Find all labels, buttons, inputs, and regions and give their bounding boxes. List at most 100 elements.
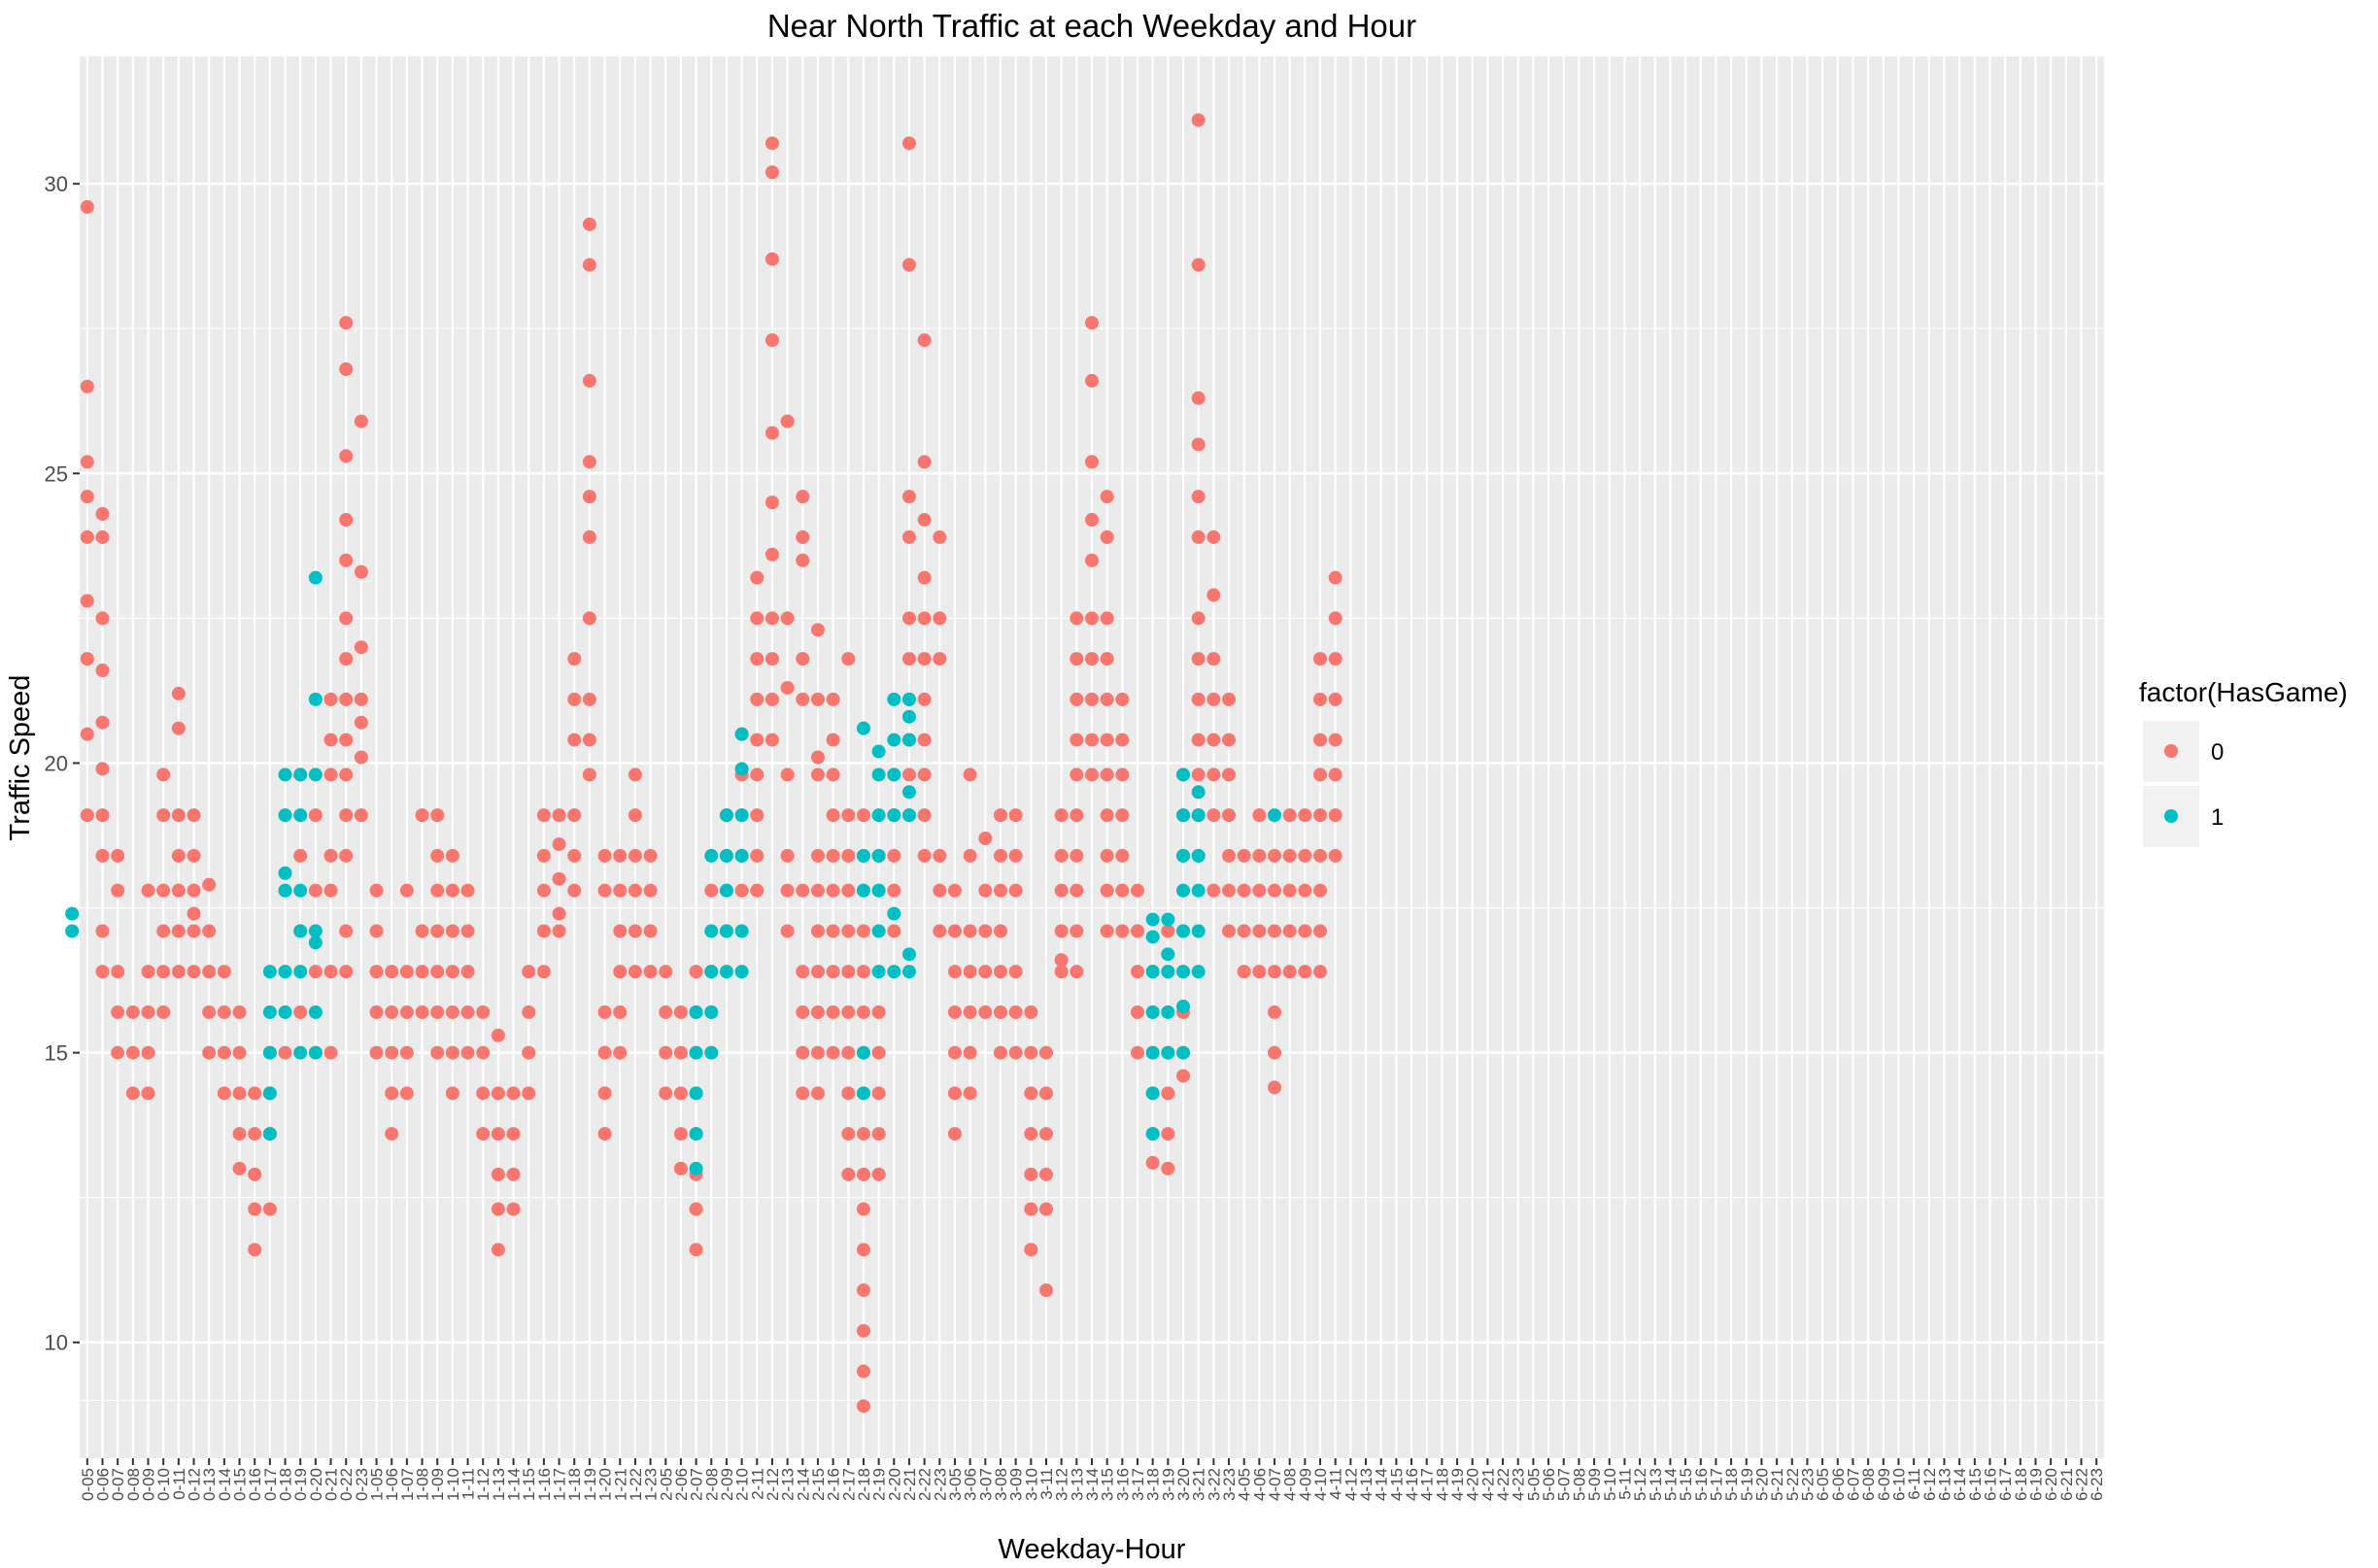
data-point-hasgame-1 — [293, 924, 308, 938]
data-point-hasgame-0 — [1191, 611, 1206, 626]
data-point-hasgame-0 — [1206, 529, 1221, 544]
data-point-hasgame-0 — [1298, 808, 1312, 823]
data-point-hasgame-0 — [1054, 848, 1069, 863]
data-point-hasgame-0 — [339, 513, 354, 528]
data-point-hasgame-0 — [1252, 883, 1267, 898]
data-point-hasgame-0 — [901, 529, 916, 544]
data-point-hasgame-0 — [1328, 848, 1342, 863]
data-point-hasgame-0 — [704, 883, 719, 898]
data-point-hasgame-1 — [1176, 883, 1191, 898]
data-point-hasgame-0 — [1008, 883, 1023, 898]
x-tick-label: 6-17 — [1996, 1468, 2015, 1501]
data-point-hasgame-0 — [780, 924, 795, 938]
data-point-hasgame-0 — [80, 727, 94, 741]
data-point-hasgame-0 — [476, 1045, 491, 1060]
data-point-hasgame-0 — [339, 965, 354, 979]
data-point-hasgame-0 — [536, 848, 551, 863]
data-point-hasgame-0 — [780, 883, 795, 898]
data-point-hasgame-0 — [1115, 767, 1130, 782]
data-point-hasgame-0 — [202, 1045, 217, 1060]
data-point-hasgame-1 — [856, 1045, 870, 1060]
data-point-hasgame-0 — [430, 883, 445, 898]
data-point-hasgame-0 — [917, 652, 932, 666]
data-point-hasgame-0 — [1085, 767, 1099, 782]
x-tick-label: 3-12 — [1053, 1468, 1071, 1501]
data-point-hasgame-0 — [1085, 455, 1099, 469]
data-point-hasgame-0 — [1176, 1069, 1191, 1083]
x-tick-label: 2-08 — [702, 1468, 721, 1501]
data-point-hasgame-0 — [856, 1202, 870, 1216]
data-point-hasgame-0 — [841, 965, 856, 979]
x-tick-label: 5-07 — [1555, 1468, 1574, 1501]
data-point-hasgame-1 — [1176, 808, 1191, 823]
data-point-hasgame-0 — [750, 848, 764, 863]
data-point-hasgame-0 — [993, 883, 1007, 898]
data-point-hasgame-1 — [734, 727, 749, 741]
x-axis-title: Weekday-Hour — [999, 1534, 1186, 1565]
data-point-hasgame-0 — [1085, 611, 1099, 626]
data-point-hasgame-1 — [689, 1086, 703, 1101]
data-point-hasgame-1 — [887, 692, 901, 706]
x-tick-label: 6-16 — [1981, 1468, 1999, 1501]
x-tick-label: 5-11 — [1615, 1468, 1634, 1500]
data-point-hasgame-0 — [217, 1086, 231, 1101]
data-point-hasgame-1 — [871, 767, 886, 782]
data-point-hasgame-0 — [354, 564, 368, 579]
data-point-hasgame-0 — [917, 767, 932, 782]
data-point-hasgame-0 — [963, 924, 977, 938]
x-tick-label: 5-21 — [1768, 1468, 1786, 1501]
data-point-hasgame-0 — [780, 611, 795, 626]
data-point-hasgame-0 — [750, 733, 764, 747]
data-point-hasgame-0 — [156, 767, 171, 782]
data-point-hasgame-0 — [187, 883, 201, 898]
data-point-hasgame-0 — [1161, 1127, 1175, 1142]
data-point-hasgame-0 — [810, 965, 825, 979]
data-point-hasgame-0 — [993, 924, 1007, 938]
data-point-hasgame-0 — [933, 924, 947, 938]
x-tick-label: 2-19 — [870, 1468, 889, 1501]
data-point-hasgame-0 — [978, 883, 993, 898]
data-point-hasgame-0 — [796, 965, 810, 979]
x-tick-label: 4-16 — [1403, 1468, 1421, 1501]
data-point-hasgame-0 — [460, 1045, 475, 1060]
x-tick-label: 5-09 — [1585, 1468, 1604, 1501]
data-point-hasgame-0 — [582, 257, 596, 272]
data-point-hasgame-1 — [901, 965, 916, 979]
data-points — [65, 113, 1342, 1414]
data-point-hasgame-0 — [1161, 1161, 1175, 1176]
data-point-hasgame-0 — [125, 1045, 140, 1060]
data-point-hasgame-0 — [141, 883, 155, 898]
data-point-hasgame-0 — [1268, 1080, 1282, 1095]
data-point-hasgame-0 — [111, 883, 125, 898]
data-point-hasgame-0 — [95, 611, 110, 626]
data-point-hasgame-0 — [947, 965, 962, 979]
x-tick-label: 2-06 — [672, 1468, 691, 1501]
data-point-hasgame-0 — [1268, 965, 1282, 979]
data-point-hasgame-0 — [963, 1005, 977, 1019]
y-tick-label: 10 — [45, 1331, 68, 1355]
data-point-hasgame-1 — [262, 1045, 277, 1060]
data-point-hasgame-0 — [810, 924, 825, 938]
data-point-hasgame-0 — [1100, 692, 1114, 706]
data-point-hasgame-0 — [445, 1005, 459, 1019]
legend: factor(HasGame) 0 1 — [2139, 677, 2348, 847]
data-point-hasgame-0 — [80, 652, 94, 666]
data-point-hasgame-0 — [963, 1086, 977, 1101]
data-point-hasgame-0 — [1085, 373, 1099, 388]
x-tick-label: 4-14 — [1373, 1468, 1391, 1501]
data-point-hasgame-0 — [764, 611, 779, 626]
data-point-hasgame-0 — [111, 848, 125, 863]
data-point-hasgame-1 — [1145, 930, 1160, 944]
data-point-hasgame-0 — [750, 808, 764, 823]
x-tick-label: 4-11 — [1327, 1468, 1345, 1500]
data-point-hasgame-0 — [1008, 808, 1023, 823]
data-point-hasgame-0 — [491, 1243, 505, 1257]
data-point-hasgame-0 — [111, 1045, 125, 1060]
data-point-hasgame-0 — [597, 1086, 612, 1101]
x-tick-label: 6-13 — [1935, 1468, 1953, 1501]
x-tick-label: 6-06 — [1829, 1468, 1848, 1501]
data-point-hasgame-0 — [1008, 848, 1023, 863]
data-point-hasgame-0 — [567, 848, 582, 863]
x-tick-label: 5-10 — [1601, 1468, 1619, 1501]
data-point-hasgame-0 — [796, 692, 810, 706]
